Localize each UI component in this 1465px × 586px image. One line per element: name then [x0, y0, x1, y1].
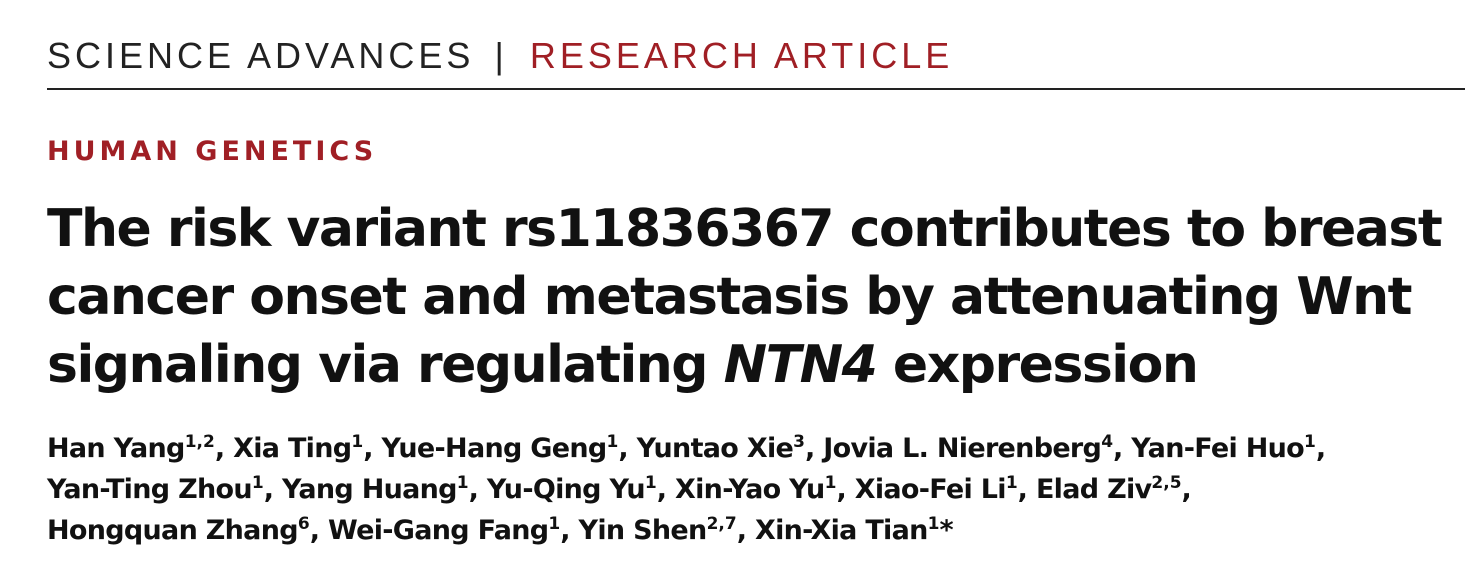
author: Yan-Ting Zhou1	[47, 474, 264, 505]
author: Yue-Hang Geng1	[382, 433, 619, 464]
author-line: Hongquan Zhang6, Wei-Gang Fang1, Yin She…	[47, 514, 954, 546]
title-line: signaling via regulating NTN4 expression	[47, 331, 1457, 399]
author: Xiao-Fei Li1	[855, 474, 1018, 505]
gene-name: NTN4	[723, 335, 878, 395]
affiliation-mark: 2,5	[1151, 473, 1182, 493]
author-name: Wei-Gang Fang	[327, 515, 549, 546]
author: Xin-Xia Tian1	[755, 515, 940, 546]
author-name: Yang Huang	[281, 474, 458, 505]
affiliation-mark: 1	[351, 432, 364, 452]
article-type: RESEARCH ARTICLE	[529, 35, 954, 76]
corresponding-author-mark: *	[939, 515, 954, 546]
affiliation-mark: 1	[1005, 473, 1018, 493]
affiliation-mark: 1	[927, 514, 940, 534]
affiliation-mark: 2,7	[706, 514, 737, 534]
author-name: Yan-Fei Huo	[1131, 433, 1305, 464]
affiliation-mark: 3	[793, 432, 805, 452]
author-name: Xin-Xia Tian	[754, 515, 928, 546]
author-line: Yan-Ting Zhou1, Yang Huang1, Yu-Qing Yu1…	[47, 473, 1192, 505]
author: Yan-Fei Huo1	[1131, 433, 1316, 464]
header-rule	[47, 88, 1465, 90]
author: Wei-Gang Fang1	[328, 515, 560, 546]
affiliation-mark: 1	[548, 514, 561, 534]
author: Elad Ziv2,5	[1036, 474, 1182, 505]
author: Yuntao Xie3	[637, 433, 805, 464]
author-name: Jovia L. Nierenberg	[823, 433, 1102, 464]
affiliation-mark: 1,2	[184, 432, 215, 452]
author-name: Yuntao Xie	[636, 433, 794, 464]
affiliation-mark: 1	[456, 473, 469, 493]
author-list: Han Yang1,2, Xia Ting1, Yue-Hang Geng1, …	[47, 428, 1457, 551]
author-name: Yu-Qing Yu	[486, 474, 646, 505]
title-text: expression	[876, 335, 1199, 395]
title-line: The risk variant rs11836367 contributes …	[47, 199, 1443, 259]
affiliation-mark: 4	[1101, 432, 1114, 452]
affiliation-mark: 1	[1304, 432, 1316, 452]
author-name: Xin-Yao Yu	[675, 474, 825, 505]
author: Hongquan Zhang6	[47, 515, 310, 546]
author-name: Han Yang	[47, 433, 185, 464]
author: Xia Ting1	[233, 433, 363, 464]
affiliation-mark: 1	[644, 473, 657, 493]
affiliation-mark: 1	[251, 473, 264, 493]
author-name: Yan-Ting Zhou	[47, 474, 253, 505]
author: Yang Huang1	[282, 474, 469, 505]
author-name: Xiao-Fei Li	[854, 474, 1007, 505]
author: Han Yang1,2	[47, 433, 215, 464]
author: Xin-Yao Yu1	[675, 474, 836, 505]
article-title: The risk variant rs11836367 contributes …	[47, 195, 1457, 399]
author-name: Elad Ziv	[1035, 474, 1152, 505]
author-line: Han Yang1,2, Xia Ting1, Yue-Hang Geng1, …	[47, 432, 1326, 464]
affiliation-mark: 1	[824, 473, 837, 493]
author-name: Yin Shen	[578, 515, 708, 546]
author: Yu-Qing Yu1	[487, 474, 657, 505]
author: Jovia L. Nierenberg4	[823, 433, 1113, 464]
section-label: HUMAN GENETICS	[47, 136, 378, 167]
author-name: Xia Ting	[233, 433, 352, 464]
affiliation-mark: 6	[297, 514, 310, 534]
journal-masthead: SCIENCE ADVANCES | RESEARCH ARTICLE	[47, 34, 953, 78]
journal-name: SCIENCE ADVANCES	[47, 35, 475, 76]
author-name: Hongquan Zhang	[47, 515, 299, 546]
author: Yin Shen2,7	[579, 515, 737, 546]
author-name: Yue-Hang Geng	[381, 433, 608, 464]
title-text: signaling via regulating	[47, 335, 724, 395]
masthead-divider: |	[494, 35, 504, 76]
title-line: cancer onset and metastasis by attenuati…	[47, 267, 1412, 327]
affiliation-mark: 1	[606, 432, 619, 452]
